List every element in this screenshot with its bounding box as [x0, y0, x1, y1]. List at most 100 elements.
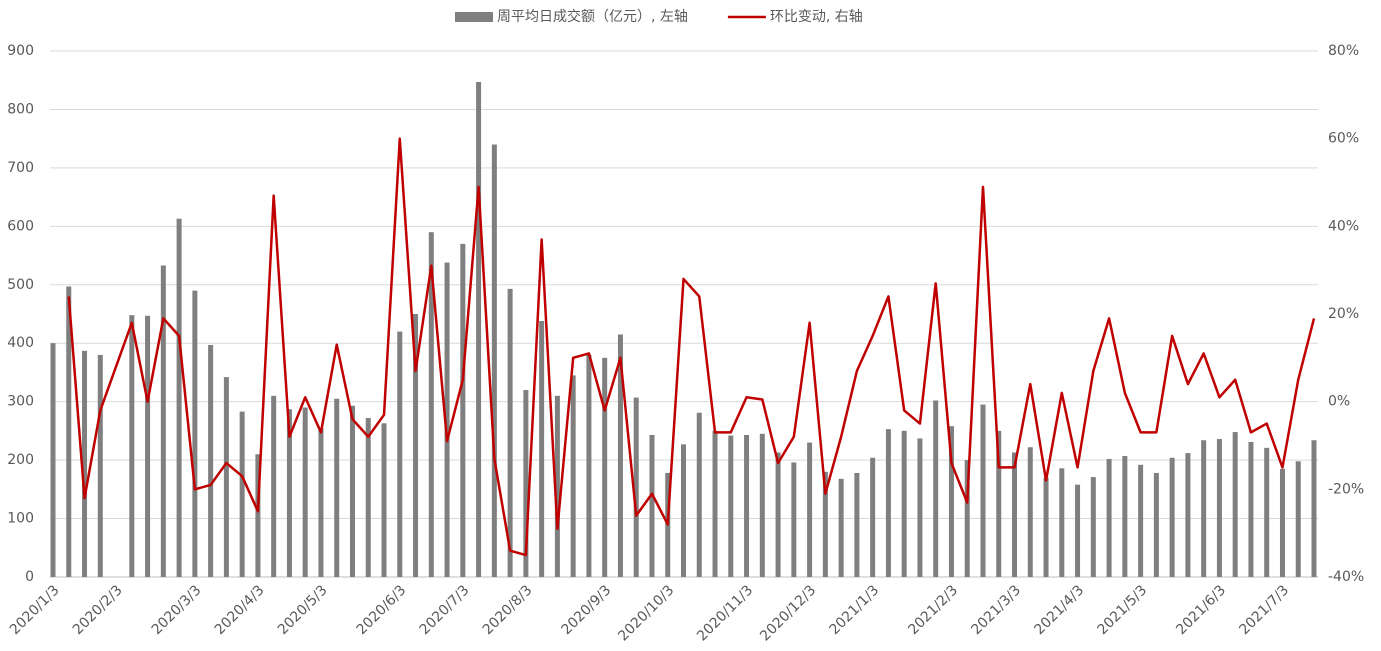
y-tick-label: 900 [7, 43, 34, 59]
legend-swatch [455, 12, 493, 22]
bar [807, 442, 813, 577]
bar [728, 435, 734, 577]
bar [208, 344, 214, 577]
bar [964, 460, 970, 577]
x-tick-label: 2020/4/3 [212, 582, 268, 638]
bar [1216, 439, 1222, 577]
y2-tick-label: 80% [1328, 43, 1359, 59]
bar [681, 444, 686, 577]
bar [696, 412, 702, 577]
bar [948, 426, 954, 577]
x-tick-label: 2020/10/3 [615, 582, 677, 644]
bar [554, 395, 560, 577]
bar [649, 434, 655, 577]
bar [176, 218, 182, 578]
bar [397, 331, 403, 577]
x-tick-label: 2021/2/3 [905, 582, 961, 638]
y-tick-label: 400 [7, 335, 34, 351]
bar [602, 357, 608, 577]
y-tick-label: 100 [7, 511, 34, 527]
bar [1043, 477, 1049, 577]
bar [318, 427, 324, 577]
bar [633, 397, 639, 577]
bar [66, 286, 72, 577]
bar [822, 471, 828, 577]
bar [586, 354, 592, 577]
bar [1201, 440, 1207, 577]
bar [1279, 468, 1285, 577]
bar [491, 144, 497, 577]
bar [1027, 447, 1033, 577]
y-tick-label: 500 [7, 277, 34, 293]
x-tick-label: 2021/5/3 [1094, 582, 1150, 638]
y-tick-label: 600 [7, 218, 34, 234]
y2-tick-label: -20% [1328, 481, 1364, 497]
bar [1059, 468, 1065, 577]
bar [838, 478, 844, 577]
bar [97, 354, 103, 577]
bar [1122, 456, 1128, 577]
bar [145, 315, 151, 577]
bar [129, 315, 135, 577]
x-tick-label: 2020/1/3 [7, 582, 63, 638]
bar [1295, 461, 1301, 577]
bar [365, 418, 371, 577]
bar [570, 375, 576, 577]
y2-tick-label: 60% [1328, 131, 1359, 147]
bar [1264, 447, 1270, 577]
bar [1138, 464, 1144, 577]
bar [854, 472, 860, 577]
bar [1185, 453, 1191, 577]
x-tick-label: 2021/7/3 [1236, 582, 1292, 638]
bar [523, 389, 529, 577]
x-tick-label: 2020/2/3 [70, 582, 126, 638]
bar [192, 290, 198, 577]
bar [539, 321, 545, 577]
bar [271, 395, 277, 577]
y2-tick-label: -40% [1328, 569, 1364, 585]
y-tick-label: 200 [7, 452, 34, 468]
bar [334, 398, 340, 577]
legend-label: 环比变动, 右轴 [770, 9, 863, 25]
bar [50, 343, 56, 577]
y-tick-label: 300 [7, 394, 34, 410]
bar [476, 81, 482, 577]
bar [1090, 477, 1096, 577]
bar [413, 314, 419, 577]
x-tick-label: 2020/9/3 [559, 582, 615, 638]
x-tick-label: 2020/3/3 [149, 582, 205, 638]
x-tick-label: 2020/12/3 [757, 582, 819, 644]
bar [1311, 440, 1317, 577]
bar [1153, 472, 1159, 577]
y-tick-label: 700 [7, 160, 34, 176]
bar [1232, 432, 1238, 577]
bar [996, 430, 1002, 577]
bar [1248, 441, 1254, 577]
bar [617, 334, 623, 577]
bar [933, 400, 939, 577]
legend-label: 周平均日成交额（亿元）, 左轴 [497, 8, 688, 25]
bar [1012, 452, 1018, 577]
y-tick-label: 0 [25, 569, 34, 585]
x-tick-label: 2021/6/3 [1173, 582, 1229, 638]
bar [1106, 458, 1112, 577]
bar [223, 377, 229, 577]
x-tick-label: 2021/4/3 [1031, 582, 1087, 638]
bar [759, 433, 765, 577]
y-tick-label: 800 [7, 101, 34, 117]
bar [255, 454, 261, 577]
x-tick-label: 2020/5/3 [275, 582, 331, 638]
bar [870, 457, 876, 577]
x-tick-label: 2021/3/3 [968, 582, 1024, 638]
bar [744, 434, 750, 577]
x-tick-label: 2020/6/3 [354, 582, 410, 638]
x-tick-label: 2020/11/3 [694, 582, 756, 644]
bar [917, 438, 923, 577]
bar [507, 288, 513, 577]
bar [1075, 484, 1081, 577]
bar [460, 243, 466, 577]
bar [82, 350, 88, 577]
y2-tick-label: 20% [1328, 306, 1359, 322]
bar [791, 462, 797, 577]
